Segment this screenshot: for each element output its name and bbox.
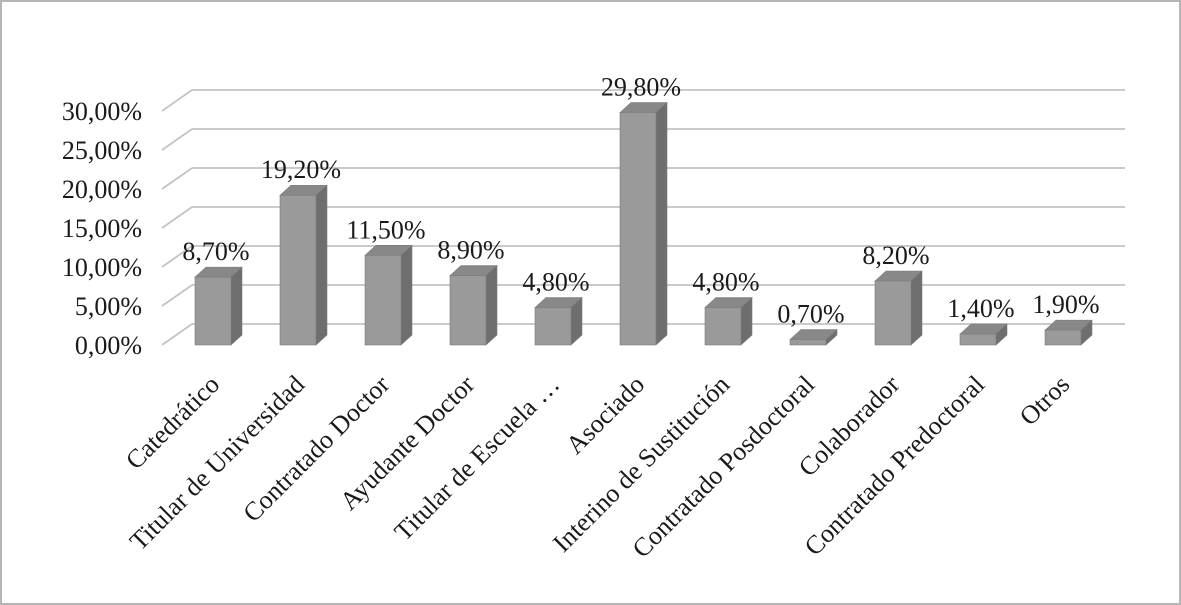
bar (364, 255, 402, 346)
bar-value-label: 19,20% (261, 155, 341, 184)
bar-side-face (655, 101, 668, 346)
y-axis-tick-label: 30,00% (62, 97, 142, 126)
bar (874, 280, 912, 346)
bar-side-face (230, 266, 243, 346)
bar (704, 307, 742, 346)
gridline-depth-segment (161, 128, 193, 151)
gridline-depth-segment (161, 206, 193, 229)
y-axis-tick-label: 5,00% (75, 292, 142, 321)
gridline-depth-segment (161, 284, 193, 307)
y-axis-tick-label: 10,00% (62, 253, 142, 282)
bar-value-label: 1,90% (1032, 290, 1099, 319)
bar-value-label: 29,80% (601, 73, 681, 102)
x-axis-category-label: Asociado (560, 370, 650, 460)
bar (789, 339, 827, 346)
x-axis-category-label: Contratado Doctor (237, 370, 395, 528)
bar (279, 194, 317, 346)
x-axis-category-label: Otros (1014, 370, 1075, 431)
y-axis-tick-label: 20,00% (62, 175, 142, 204)
y-axis-tick-label: 15,00% (62, 214, 142, 243)
bar-side-face (910, 270, 923, 346)
bar-value-label: 0,70% (777, 300, 844, 329)
bar-value-label: 8,90% (437, 236, 504, 265)
bar-side-face (485, 264, 498, 346)
bar (619, 112, 657, 346)
bar (449, 275, 487, 346)
gridline-depth-segment (161, 167, 193, 190)
x-axis-category-label: Titular de Escuela … (389, 370, 566, 547)
gridline-depth-segment (161, 89, 193, 112)
bar (1044, 329, 1082, 346)
bar-value-label: 8,20% (862, 241, 929, 270)
bar-value-label: 4,80% (692, 268, 759, 297)
y-axis-tick-label: 25,00% (62, 136, 142, 165)
bar-value-label: 4,80% (522, 268, 589, 297)
bar (534, 307, 572, 346)
bar-side-face (400, 244, 413, 346)
bar-value-label: 8,70% (182, 237, 249, 266)
gridline-depth-segment (161, 245, 193, 268)
bar-value-label: 1,40% (947, 294, 1014, 323)
bar (959, 333, 997, 346)
bar-value-label: 11,50% (346, 215, 425, 244)
gridline-depth-segment (161, 323, 193, 346)
bar (194, 276, 232, 346)
bar-side-face (315, 184, 328, 346)
y-axis-tick-label: 0,00% (75, 331, 142, 360)
